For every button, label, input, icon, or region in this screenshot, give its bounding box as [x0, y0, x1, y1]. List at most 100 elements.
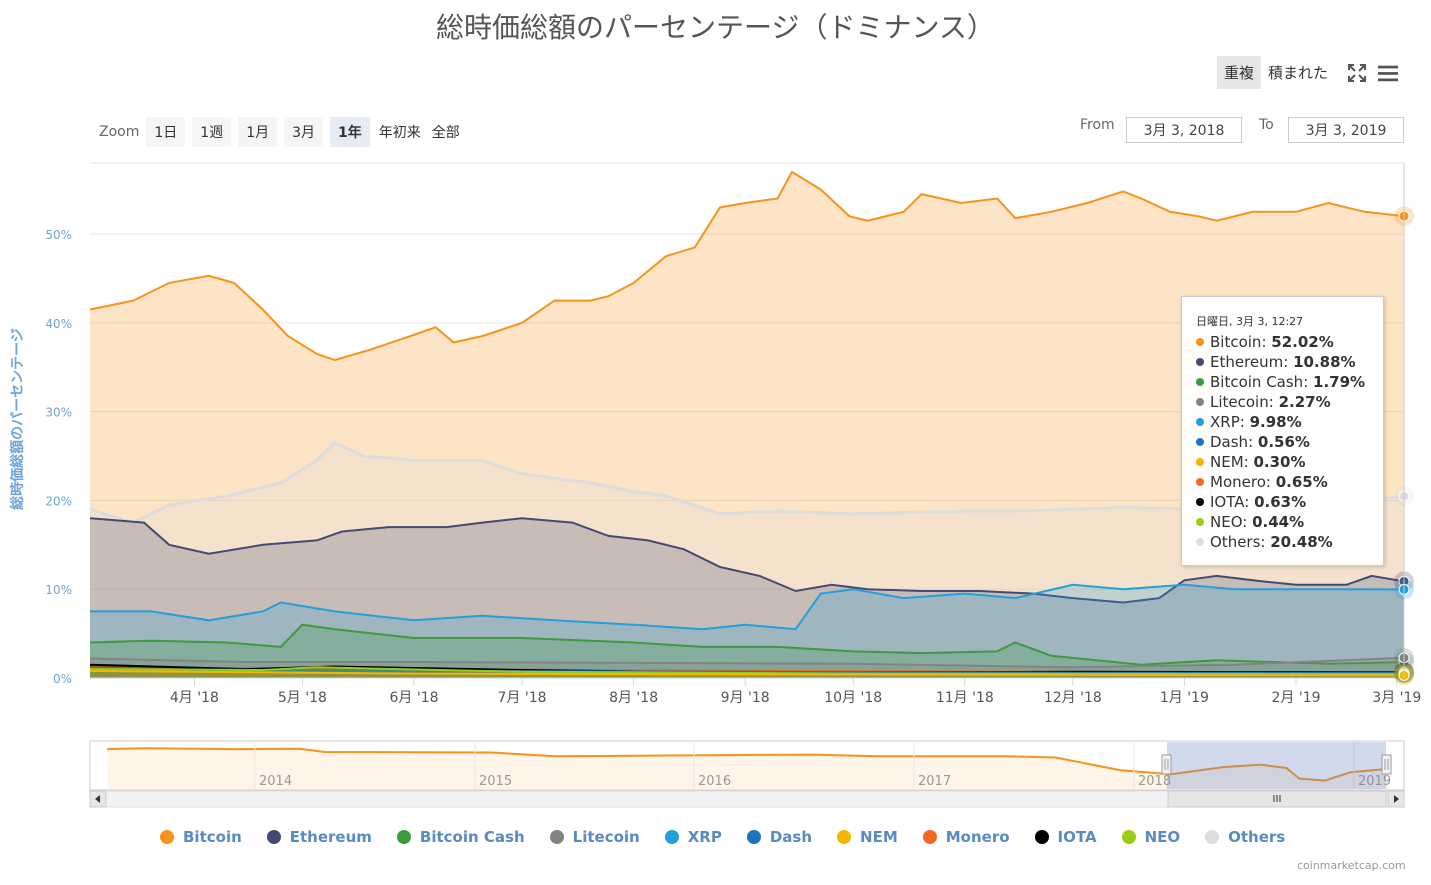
scroll-right-button[interactable]	[1387, 790, 1405, 808]
litecoin-line[interactable]	[89, 656, 1405, 669]
series-dot-icon	[1196, 358, 1204, 366]
from-date-input[interactable]: 3月 3, 2018	[1126, 117, 1242, 143]
x-tick-label: 11月 '18	[936, 690, 994, 706]
legend-dot-icon	[922, 830, 937, 844]
tooltip-row-monero: Monero: 0.65%	[1196, 472, 1383, 492]
legend-item-xrp[interactable]: XRP	[664, 828, 722, 846]
navigator-tick-label: 2014	[259, 774, 292, 789]
tooltip-series-name: Bitcoin	[1210, 333, 1262, 351]
nem-line[interactable]	[89, 669, 1405, 677]
legend-item-nem[interactable]: NEM	[837, 828, 898, 846]
tooltip-row-xrp: XRP: 9.98%	[1196, 412, 1383, 432]
legend-dot-icon	[1034, 830, 1049, 844]
navigator-line	[106, 747, 1390, 782]
series-dot-icon	[1196, 438, 1204, 446]
series-dot-icon	[1196, 498, 1204, 506]
zoom-1m-button[interactable]: 1月	[238, 117, 278, 147]
tooltip-series-value: 0.63%	[1254, 493, 1307, 511]
legend-label: XRP	[687, 828, 722, 846]
legend-item-ethereum[interactable]: Ethereum	[266, 828, 372, 846]
y-tick-label: 10%	[45, 583, 72, 597]
tooltip-series-name: Ethereum	[1210, 353, 1284, 371]
x-tick-label: 2月 '19	[1271, 690, 1320, 706]
tooltip-series-value: 52.02%	[1271, 333, 1334, 351]
legend-item-litecoin[interactable]: Litecoin	[549, 828, 640, 846]
credits-link[interactable]: coinmarketcap.com	[1297, 859, 1406, 872]
tooltip-row-dash: Dash: 0.56%	[1196, 432, 1383, 452]
legend-label: Others	[1228, 828, 1286, 846]
bitcoin-line[interactable]	[89, 170, 1405, 362]
y-tick-label: 20%	[45, 494, 72, 508]
legend-item-others[interactable]: Others	[1205, 828, 1285, 846]
xrp-line[interactable]	[90, 583, 1405, 631]
tooltip-date: 日曜日, 3月 3, 12:27	[1196, 315, 1304, 328]
tooltip-series-value: 0.56%	[1257, 433, 1310, 451]
tooltip-series-value: 20.48%	[1270, 533, 1333, 551]
tooltip-row-bitcoin: Bitcoin: 52.02%	[1196, 332, 1383, 352]
tooltip-series-value: 10.88%	[1293, 353, 1356, 371]
legend-dot-icon	[1121, 830, 1136, 844]
legend-label: Dash	[769, 828, 813, 846]
legend-item-iota[interactable]: IOTA	[1034, 828, 1097, 846]
stacked-view-button[interactable]: 積まれた	[1268, 64, 1329, 82]
navigator-selection[interactable]	[1167, 742, 1386, 789]
x-tick-label: 6月 '18	[389, 690, 438, 706]
data-tooltip: 日曜日, 3月 3, 12:27 Bitcoin: 52.02% Ethereum…	[1181, 296, 1384, 566]
menu-icon[interactable]	[1377, 62, 1399, 84]
fullscreen-icon[interactable]	[1346, 62, 1368, 84]
others-line[interactable]	[89, 440, 1405, 525]
x-tick-label: 9月 '18	[721, 690, 770, 706]
zoom-all-button[interactable]: 全部	[431, 125, 460, 141]
tooltip-row-iota: IOTA: 0.63%	[1196, 492, 1383, 512]
legend-dot-icon	[837, 830, 852, 844]
tooltip-row-nem: NEM: 0.30%	[1196, 452, 1383, 472]
legend-item-neo[interactable]: NEO	[1121, 828, 1180, 846]
scroll-left-button[interactable]	[89, 790, 107, 808]
zoom-1y-button[interactable]: 1年	[330, 117, 370, 147]
navigator-area	[107, 748, 1389, 789]
x-tick-label: 4月 '18	[170, 690, 219, 706]
bitcoin-cash-line[interactable]	[89, 623, 1405, 666]
series-dot-icon	[1196, 538, 1204, 546]
legend-label: Ethereum	[289, 828, 372, 846]
series-dot-icon	[1196, 378, 1204, 386]
x-tick-label: 7月 '18	[497, 690, 546, 706]
view-mode-toggle: 重複 積まれた	[1217, 56, 1335, 89]
zoom-3m-button[interactable]: 3月	[284, 117, 324, 147]
y-tick-label: 0%	[53, 672, 72, 686]
tooltip-series-value: 9.98%	[1249, 413, 1302, 431]
x-tick-label: 3月 '19	[1372, 690, 1421, 706]
to-label: To	[1259, 117, 1274, 133]
navigator-tick-label: 2019	[1358, 774, 1391, 789]
series-dot-icon	[1196, 518, 1204, 526]
legend-dot-icon	[746, 830, 761, 844]
navigator-left-handle[interactable]	[1161, 754, 1172, 775]
navigator-tick-label: 2017	[918, 774, 951, 789]
dash-line[interactable]	[89, 668, 1405, 674]
series-dot-icon	[1196, 458, 1204, 466]
tooltip-series-name: Dash	[1210, 433, 1249, 451]
tooltip-series-name: XRP	[1210, 413, 1240, 431]
zoom-1d-button[interactable]: 1日	[146, 117, 186, 147]
legend-item-bitcoin-cash[interactable]: Bitcoin Cash	[396, 828, 525, 846]
scrollbar-grip-icon	[1273, 795, 1281, 802]
y-tick-label: 50%	[45, 228, 72, 242]
zoom-ytd-button[interactable]: 年初来	[378, 125, 421, 141]
legend-dot-icon	[549, 830, 564, 844]
legend-item-bitcoin[interactable]: Bitcoin	[160, 828, 242, 846]
overlap-view-button[interactable]: 重複	[1217, 56, 1262, 89]
legend-item-dash[interactable]: Dash	[746, 828, 813, 846]
ethereum-line[interactable]	[89, 517, 1405, 604]
zoom-label: Zoom	[99, 124, 140, 140]
tooltip-series-name: Litecoin	[1210, 393, 1269, 411]
zoom-1w-button[interactable]: 1週	[192, 117, 232, 147]
tooltip-series-value: 2.27%	[1278, 393, 1331, 411]
navigator-right-handle[interactable]	[1381, 754, 1392, 775]
legend-item-monero[interactable]: Monero	[922, 828, 1010, 846]
to-date-input[interactable]: 3月 3, 2019	[1288, 117, 1404, 143]
x-tick-label: 1月 '19	[1160, 690, 1209, 706]
series-dot-icon	[1196, 478, 1204, 486]
tooltip-series-name: Monero	[1210, 473, 1266, 491]
legend-label: Monero	[945, 828, 1010, 846]
